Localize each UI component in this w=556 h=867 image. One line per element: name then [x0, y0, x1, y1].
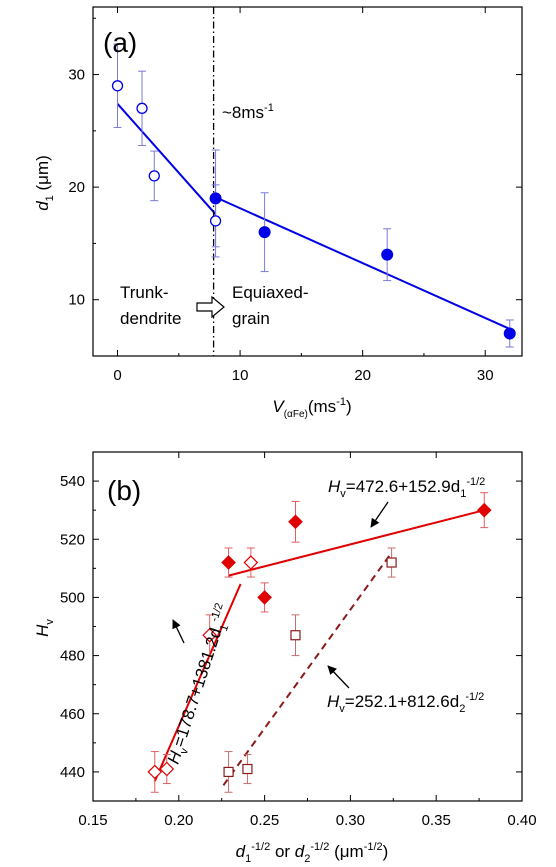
data-point-open-diamond — [202, 627, 218, 643]
panel-b-label: (b) — [107, 475, 141, 506]
arrow-bottom-fit — [327, 665, 350, 689]
data-point-open-diamond — [243, 555, 259, 570]
data-point-filled-diamond — [257, 590, 272, 605]
y-tick-label: 520 — [60, 531, 85, 548]
fit-line — [153, 583, 242, 782]
x-tick-label: 0.35 — [422, 812, 451, 829]
panel-b-ticks: 0.15 0.20 0.25 0.30 0.35 0.40 440 460 480 500 520 5… — [60, 451, 537, 829]
y-tick-label: 10 — [68, 292, 85, 309]
fit-equation-bottom: Hv=252.1+812.6d2-1/2 — [327, 691, 484, 715]
fit-equation-rotated: Hv=178.7+1381.2d1-1/2 — [163, 601, 237, 767]
panel-a: 0 10 20 30 10 20 30 (a) ~8ms-1 Trunk- dendrite… — [33, 6, 523, 420]
y-tick-label: 480 — [60, 648, 85, 665]
x-tick-label: 30 — [477, 367, 494, 384]
panel-a-label: (a) — [103, 27, 137, 58]
y-tick-label: 20 — [68, 179, 85, 196]
transition-arrow-icon — [196, 295, 225, 319]
data-point-filled — [209, 192, 222, 205]
data-point-open-square — [223, 766, 234, 778]
x-tick-label: 10 — [232, 367, 249, 384]
data-point-open — [148, 170, 160, 182]
x-tick-label: 0.30 — [336, 812, 365, 829]
data-point-filled — [258, 226, 271, 239]
panel-a-ticks: 0 10 20 30 10 20 30 — [68, 7, 522, 384]
fit-equation-top: Hv=472.6+152.9d1-1/2 — [328, 476, 485, 500]
data-point-open-diamond — [159, 761, 175, 777]
y-tick-label: 460 — [60, 706, 85, 723]
data-point-filled-diamond — [476, 502, 492, 518]
x-tick-label: 0.25 — [250, 812, 279, 829]
data-point-open-diamond — [147, 764, 163, 780]
fit-line — [116, 103, 217, 215]
data-point-filled — [503, 327, 516, 340]
panel-b-ylabel: Hv — [33, 619, 56, 637]
panel-a-error-bars — [113, 43, 514, 348]
x-tick-label: 0 — [113, 367, 121, 384]
panel-b-points — [147, 502, 492, 780]
data-point-filled-diamond — [221, 555, 236, 570]
panel-b: 0.15 0.20 0.25 0.30 0.35 0.40 440 460 480 500 520 5… — [33, 451, 537, 865]
equiaxed-grain-label-line1: Equiaxed- — [232, 283, 309, 302]
panel-b-xlabel: d1-1/2 or d2-1/2 (μm-1/2) — [236, 841, 389, 865]
fit-line — [222, 552, 393, 786]
fit-line — [228, 509, 485, 577]
equiaxed-grain-label-line2: grain — [232, 309, 270, 328]
data-point-filled — [381, 248, 394, 261]
y-tick-label: 440 — [60, 764, 85, 781]
y-tick-label: 540 — [60, 473, 85, 490]
data-point-open-square — [290, 630, 301, 641]
data-point-open-square — [386, 557, 397, 568]
x-tick-label: 0.20 — [164, 812, 193, 829]
y-tick-label: 500 — [60, 589, 85, 606]
data-point-filled-diamond — [288, 514, 303, 530]
speed-annotation: ~8ms-1 — [222, 102, 274, 122]
panel-a-frame — [92, 6, 523, 357]
data-point-open-square — [242, 763, 253, 775]
panel-a-points — [111, 80, 516, 340]
trunk-dendrite-label-line1: Trunk- — [120, 283, 169, 302]
data-point-open — [209, 215, 222, 227]
data-point-open — [136, 102, 148, 114]
data-point-open — [111, 80, 124, 92]
trunk-dendrite-label-line2: dendrite — [120, 309, 181, 328]
x-tick-label: 20 — [354, 367, 371, 384]
panel-a-fit-lines — [116, 103, 511, 330]
x-tick-label: 0.15 — [78, 812, 107, 829]
panel-b-frame — [92, 451, 523, 802]
arrow-top-fit — [370, 501, 389, 528]
arrow-rotated-fit — [172, 619, 185, 644]
panel-a-ylabel: d1 (μm) — [33, 155, 56, 211]
panel-b-fit-lines — [153, 509, 485, 786]
y-tick-label: 30 — [68, 67, 85, 84]
panel-a-xlabel: V(αFe)(ms-1) — [272, 396, 351, 420]
x-tick-label: 0.40 — [507, 812, 536, 829]
